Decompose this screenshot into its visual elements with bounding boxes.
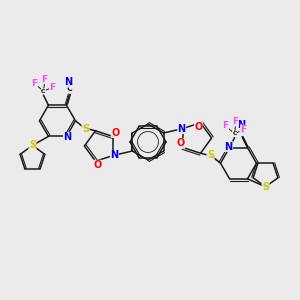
Text: O: O — [194, 122, 203, 132]
Text: N: N — [64, 77, 73, 87]
Text: N: N — [63, 132, 71, 142]
Text: C: C — [67, 84, 72, 93]
Text: F: F — [50, 83, 56, 92]
Text: S: S — [207, 150, 214, 160]
Text: S: S — [262, 182, 269, 192]
Text: O: O — [111, 128, 119, 138]
Text: S: S — [82, 124, 89, 134]
Text: F: F — [241, 125, 247, 134]
Text: O: O — [93, 160, 102, 170]
Text: O: O — [176, 138, 185, 148]
Text: F: F — [41, 75, 47, 84]
Text: N: N — [224, 142, 232, 152]
Text: N: N — [238, 120, 246, 130]
Text: N: N — [178, 124, 186, 134]
Text: C: C — [232, 131, 237, 136]
Text: S: S — [29, 140, 36, 150]
Text: F: F — [32, 79, 38, 88]
Text: C: C — [41, 89, 46, 94]
Text: F: F — [232, 117, 238, 126]
Text: C: C — [240, 126, 245, 135]
Text: N: N — [110, 150, 118, 161]
Text: F: F — [223, 121, 229, 130]
